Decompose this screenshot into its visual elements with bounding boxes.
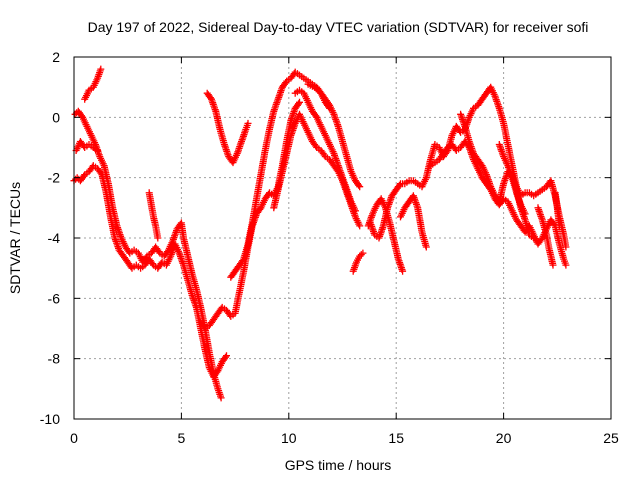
series-trace-6 <box>203 89 252 167</box>
x-tick-label: 25 <box>603 430 619 446</box>
y-tick-label: -4 <box>48 230 61 246</box>
series-trace-2 <box>70 162 230 381</box>
y-tick-label: -6 <box>48 290 61 306</box>
x-axis-title: GPS time / hours <box>285 457 392 473</box>
data-point <box>314 86 322 94</box>
data-point <box>311 83 319 91</box>
data-point <box>356 183 364 191</box>
series-trace-12 <box>349 249 367 275</box>
series-trace-19 <box>534 204 557 269</box>
data-point <box>356 252 364 260</box>
x-tick-label: 0 <box>70 430 78 446</box>
data-point <box>422 243 430 251</box>
data-point <box>320 151 328 159</box>
data-point <box>562 261 570 269</box>
series-trace-3 <box>72 138 102 154</box>
y-tick-label: -8 <box>48 351 61 367</box>
series-trace-18 <box>495 141 529 218</box>
data-point <box>80 172 88 180</box>
x-tick-label: 20 <box>496 430 512 446</box>
data-point <box>155 248 163 256</box>
data-point <box>555 222 563 230</box>
data-point <box>351 207 359 215</box>
y-tick-label: -10 <box>40 411 60 427</box>
chart-title: Day 197 of 2022, Sidereal Day-to-day VTE… <box>88 19 589 35</box>
data-point <box>97 169 105 177</box>
data-point <box>326 104 334 112</box>
data-point <box>94 147 102 154</box>
series-trace-4 <box>81 65 105 103</box>
data-point <box>312 142 320 150</box>
data-point <box>239 257 247 265</box>
data-point <box>359 249 367 257</box>
series-trace-10 <box>291 86 359 215</box>
data-point <box>399 267 407 275</box>
data-point <box>296 98 303 106</box>
y-axis-title: SDTVAR / TECUs <box>7 182 23 294</box>
data-point <box>549 261 557 269</box>
data-point <box>217 394 225 402</box>
data-point <box>521 210 529 218</box>
y-tick-label: 2 <box>52 49 60 65</box>
data-point <box>295 100 302 108</box>
axis-ticks: 0 5 10 15 20 25 -10 -8 -6 -4 -2 0 2 <box>40 49 619 446</box>
data-point <box>223 352 230 360</box>
series-trace-5 <box>145 189 162 242</box>
plot-background <box>74 57 611 419</box>
data-point <box>312 85 320 93</box>
x-tick-label: 5 <box>178 430 186 446</box>
data-point <box>221 353 229 361</box>
data-point <box>443 145 451 153</box>
data-point <box>282 79 290 87</box>
data-point <box>395 181 403 189</box>
data-point <box>355 181 363 189</box>
x-tick-label: 10 <box>281 430 297 446</box>
data-series <box>70 65 570 402</box>
data-point <box>244 119 252 127</box>
data-point <box>356 222 364 230</box>
data-point <box>154 234 162 242</box>
series-trace-8 <box>227 68 364 281</box>
series-trace-20 <box>551 189 563 230</box>
series-trace-15 <box>397 192 430 251</box>
data-point <box>148 260 156 268</box>
series-trace-11 <box>304 80 334 112</box>
data-point <box>562 243 570 251</box>
y-tick-label: -2 <box>48 170 61 186</box>
x-tick-label: 15 <box>388 430 404 446</box>
data-point <box>325 103 332 111</box>
data-point <box>530 234 538 242</box>
data-point <box>357 251 365 259</box>
series-trace-13 <box>364 195 407 275</box>
y-tick-label: 0 <box>52 109 60 125</box>
data-point <box>97 65 105 73</box>
